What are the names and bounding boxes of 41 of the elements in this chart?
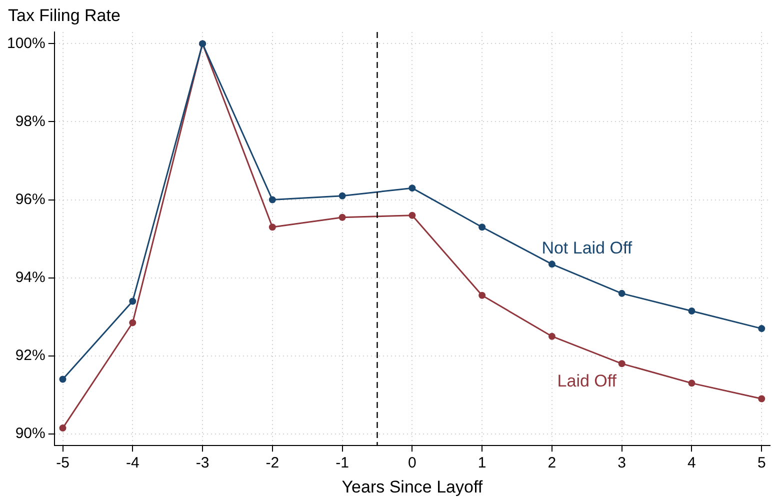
point: [478, 224, 486, 231]
point: [618, 290, 626, 297]
y-tick-label: 96%: [15, 190, 46, 208]
x-tick-label: 3: [618, 454, 626, 472]
point: [59, 424, 66, 432]
point: [129, 298, 136, 305]
x-tick-label: 5: [757, 454, 766, 472]
x-tick-label: -3: [196, 454, 210, 472]
x-tick-label: 4: [688, 454, 696, 472]
x-tick-label: 0: [408, 454, 416, 472]
y-tick-label: 98%: [15, 112, 46, 130]
x-tick-label: -1: [336, 454, 349, 472]
x-tick-label: 1: [478, 454, 486, 472]
point: [758, 395, 766, 402]
series-label: Laid Off: [557, 372, 617, 391]
y-tick-label: 92%: [15, 346, 46, 364]
point: [548, 260, 556, 268]
point: [688, 380, 696, 387]
x-tick-label: -5: [56, 454, 70, 472]
y-axis-title: Tax Filing Rate: [8, 6, 120, 26]
point: [408, 212, 416, 219]
point: [548, 332, 556, 340]
x-tick-label: -2: [266, 454, 280, 472]
point: [268, 224, 276, 231]
y-tick-label: 100%: [6, 34, 46, 52]
point: [59, 376, 66, 383]
point: [338, 192, 346, 200]
point: [268, 196, 276, 204]
point: [129, 319, 136, 326]
x-tick-label: -4: [126, 454, 140, 472]
point: [688, 307, 696, 314]
x-tick-label: 2: [548, 454, 556, 472]
point: [408, 184, 416, 192]
y-tick-label: 90%: [15, 425, 46, 442]
point: [758, 325, 766, 332]
point: [478, 292, 486, 299]
x-axis-title: Years Since Layoff: [342, 477, 483, 496]
point: [338, 214, 346, 221]
y-tick-label: 94%: [15, 268, 46, 286]
series-label: Not Laid Off: [542, 238, 632, 258]
point: [618, 360, 626, 368]
